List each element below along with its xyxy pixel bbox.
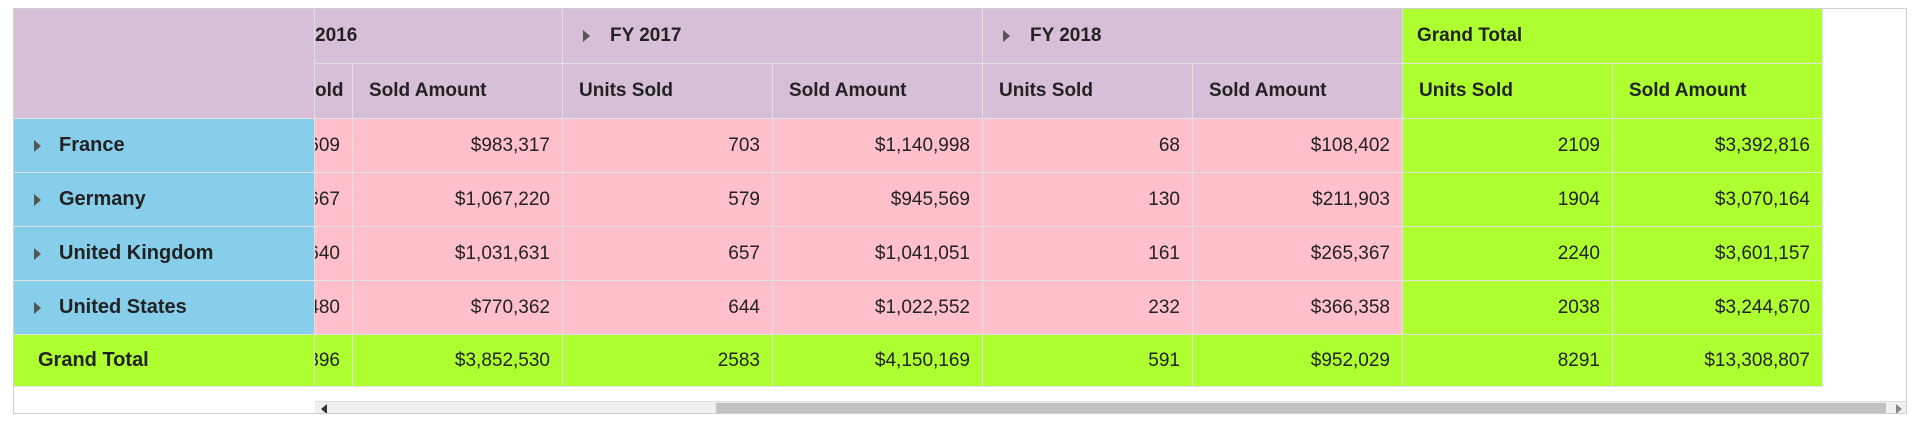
- column-header-fy2018[interactable]: FY 2018: [983, 9, 1403, 64]
- value-cell[interactable]: $1,140,998: [773, 119, 983, 173]
- row-header-united-kingdom[interactable]: United Kingdom: [14, 227, 315, 281]
- measure-header-units-sold[interactable]: Units Sold: [1403, 64, 1613, 119]
- grand-total-cell[interactable]: $3,392,816: [1613, 119, 1823, 173]
- grand-total-cell[interactable]: $13,308,807: [1613, 335, 1823, 387]
- row-headers: France Germany United Kingdom United Sta…: [14, 119, 315, 387]
- measure-header-label: old: [315, 80, 344, 101]
- row-header-france[interactable]: France: [14, 119, 315, 173]
- value-cell[interactable]: 68: [983, 119, 1193, 173]
- pivot-corner-header: [14, 9, 315, 119]
- value-cell[interactable]: 609: [315, 119, 353, 173]
- grand-total-cell[interactable]: 2038: [1403, 281, 1613, 335]
- column-header-label: FY 2017: [610, 25, 682, 46]
- value-cell[interactable]: $366,358: [1193, 281, 1403, 335]
- expand-triangle-icon[interactable]: [34, 139, 41, 152]
- row-header-united-states[interactable]: United States: [14, 281, 315, 335]
- grand-total-cell[interactable]: $3,244,670: [1613, 281, 1823, 335]
- grand-total-cell[interactable]: $3,601,157: [1613, 227, 1823, 281]
- value-cell[interactable]: $945,569: [773, 173, 983, 227]
- column-header-fy2016[interactable]: 2016: [315, 9, 563, 64]
- value-cell[interactable]: $211,903: [1193, 173, 1403, 227]
- grand-total-cell[interactable]: 2583: [563, 335, 773, 387]
- grand-total-cell[interactable]: 2109: [1403, 119, 1613, 173]
- grand-total-cell[interactable]: 591: [983, 335, 1193, 387]
- row-header-label: United Kingdom: [59, 242, 214, 264]
- grand-total-cell[interactable]: $4,150,169: [773, 335, 983, 387]
- value-cell[interactable]: $108,402: [1193, 119, 1403, 173]
- measure-header-label: Units Sold: [1419, 80, 1513, 101]
- value-cell[interactable]: $983,317: [353, 119, 563, 173]
- value-cell[interactable]: 657: [563, 227, 773, 281]
- expand-triangle-icon[interactable]: [34, 193, 41, 206]
- value-cell[interactable]: 703: [563, 119, 773, 173]
- measure-header-sold-amount[interactable]: Sold Amount: [353, 64, 563, 119]
- measure-header-sold-amount[interactable]: Sold Amount: [773, 64, 983, 119]
- value-cell[interactable]: $1,041,051: [773, 227, 983, 281]
- measure-header-label: Sold Amount: [789, 80, 907, 101]
- value-cell[interactable]: 644: [563, 281, 773, 335]
- grand-total-cell[interactable]: $3,852,530: [353, 335, 563, 387]
- scroll-left-arrow-icon[interactable]: [321, 404, 327, 413]
- measure-header-label: Sold Amount: [1209, 80, 1327, 101]
- measure-header-units-sold[interactable]: Units Sold: [563, 64, 773, 119]
- measure-header-label: Units Sold: [999, 80, 1093, 101]
- value-cell[interactable]: 640: [315, 227, 353, 281]
- scroll-right-arrow-icon[interactable]: [1896, 404, 1902, 413]
- horizontal-scrollbar[interactable]: [315, 401, 1906, 413]
- expand-triangle-icon[interactable]: [583, 30, 590, 42]
- grand-total-cell[interactable]: 8291: [1403, 335, 1613, 387]
- value-cell[interactable]: 161: [983, 227, 1193, 281]
- value-cell[interactable]: 579: [563, 173, 773, 227]
- measure-header-sold-amount[interactable]: Sold Amount: [1613, 64, 1823, 119]
- measure-header-units-sold[interactable]: Units Sold: [983, 64, 1193, 119]
- value-cell[interactable]: $770,362: [353, 281, 563, 335]
- grand-total-cell[interactable]: $3,070,164: [1613, 173, 1823, 227]
- row-header-label: France: [59, 134, 125, 156]
- scrollbar-thumb[interactable]: [716, 403, 1886, 413]
- row-header-grand-total: Grand Total: [14, 335, 315, 387]
- expand-triangle-icon[interactable]: [34, 301, 41, 314]
- measure-header-units-sold[interactable]: old: [315, 64, 353, 119]
- expand-triangle-icon[interactable]: [34, 247, 41, 260]
- value-cell[interactable]: $1,067,220: [353, 173, 563, 227]
- grand-total-cell[interactable]: 2396: [315, 335, 353, 387]
- value-cell[interactable]: 232: [983, 281, 1193, 335]
- value-cell[interactable]: $265,367: [1193, 227, 1403, 281]
- values-viewport[interactable]: 2016 FY 2017 FY 2018 Grand Total old Sol…: [315, 9, 1906, 409]
- value-cell[interactable]: $1,031,631: [353, 227, 563, 281]
- measure-header-label: Sold Amount: [369, 80, 487, 101]
- column-header-label: 2016: [315, 25, 358, 46]
- column-header-grand-total: Grand Total: [1403, 9, 1823, 64]
- column-header-label: Grand Total: [1417, 25, 1523, 46]
- pivot-grid: France Germany United Kingdom United Sta…: [13, 8, 1907, 414]
- value-cell[interactable]: 667: [315, 173, 353, 227]
- column-header-fy2017[interactable]: FY 2017: [563, 9, 983, 64]
- expand-triangle-icon[interactable]: [1003, 30, 1010, 42]
- value-cell[interactable]: 480: [315, 281, 353, 335]
- grand-total-cell[interactable]: 1904: [1403, 173, 1613, 227]
- measure-header-sold-amount[interactable]: Sold Amount: [1193, 64, 1403, 119]
- measure-header-label: Units Sold: [579, 80, 673, 101]
- grand-total-cell[interactable]: $952,029: [1193, 335, 1403, 387]
- measure-header-label: Sold Amount: [1629, 80, 1747, 101]
- value-cell[interactable]: 130: [983, 173, 1193, 227]
- column-header-label: FY 2018: [1030, 25, 1102, 46]
- row-header-label: Grand Total: [38, 349, 149, 371]
- row-header-label: United States: [59, 296, 187, 318]
- row-header-germany[interactable]: Germany: [14, 173, 315, 227]
- grand-total-cell[interactable]: 2240: [1403, 227, 1613, 281]
- value-cell[interactable]: $1,022,552: [773, 281, 983, 335]
- row-header-label: Germany: [59, 188, 146, 210]
